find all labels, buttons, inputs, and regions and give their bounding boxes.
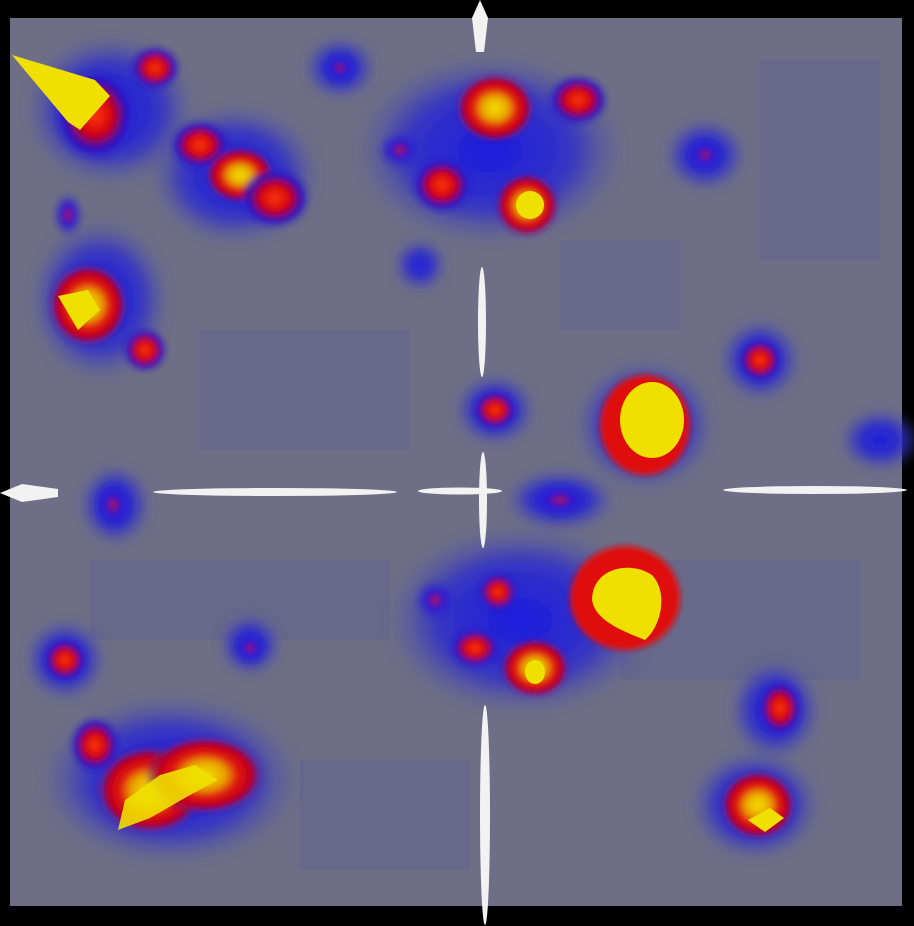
blob-bottom-right-peak [720, 770, 796, 840]
axis-y-center-segment [479, 452, 487, 548]
blob-bottom-right-small [758, 680, 802, 736]
yellow-peaks [12, 55, 784, 832]
blob-center-low-cluster [450, 628, 500, 668]
axis-x-left-arrow [0, 484, 58, 502]
axis-y-lower-segment [480, 705, 490, 925]
axis-y-top-arrow [472, 0, 488, 52]
axis-x-center-segment [418, 487, 502, 495]
axis-y-upper-segment [478, 267, 486, 377]
blob-top-center-cluster [455, 73, 535, 143]
blob-right-small [738, 338, 782, 382]
blob-center-right-peak [592, 567, 662, 640]
blob-center-small [473, 390, 517, 430]
blob-top-left-spike [12, 55, 110, 130]
axis-x-right-segment [723, 486, 907, 494]
axis-x-left-segment [153, 488, 397, 496]
blob-right-upper-peak [620, 382, 684, 458]
